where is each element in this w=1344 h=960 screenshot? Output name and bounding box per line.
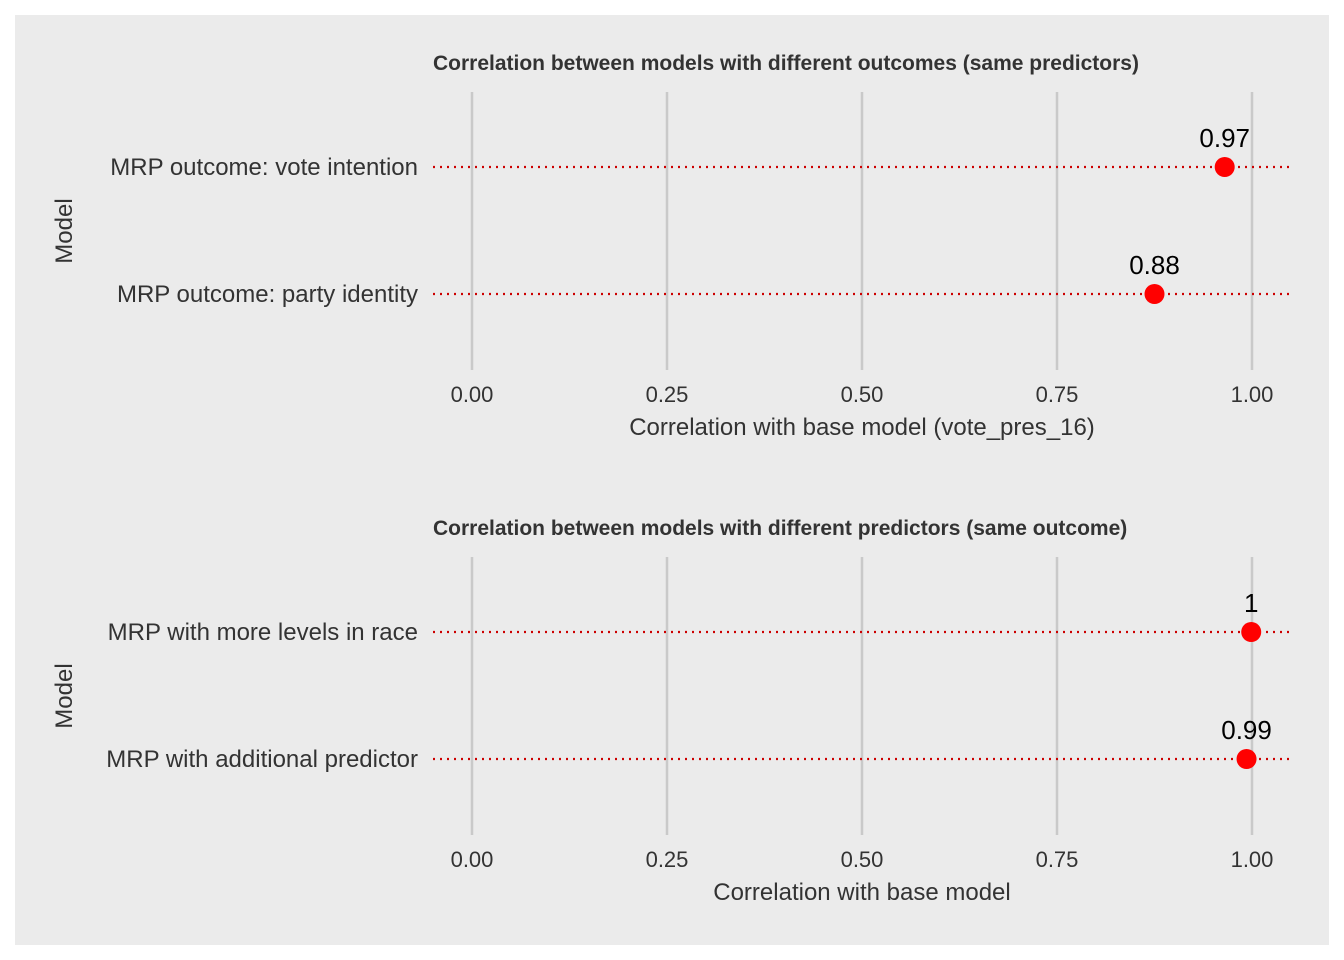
category-rows: MRP with more levels in race 1 MRP with ad… — [106, 588, 1291, 773]
x-tick-label: 0.25 — [646, 847, 689, 872]
data-point — [1236, 749, 1257, 769]
x-axis-label: Correlation with base model — [713, 879, 1010, 906]
x-tick-label: 0.75 — [1036, 847, 1079, 872]
chart-title: Correlation between models with differen… — [433, 52, 1139, 75]
x-tick-label: 0.50 — [841, 382, 884, 407]
chart-title: Correlation between models with differen… — [433, 517, 1127, 540]
category-label: MRP outcome: party identity — [117, 281, 418, 308]
x-tick-label: 0.00 — [451, 847, 494, 872]
chart-svg: Correlation between models with differen… — [51, 52, 1291, 906]
y-axis-label: Model — [51, 663, 78, 728]
category-label: MRP with additional predictor — [106, 746, 418, 773]
category-rows: MRP outcome: vote intention 0.97 MRP outco… — [110, 123, 1291, 308]
category-label: MRP outcome: vote intention — [110, 154, 418, 181]
grid-lines — [470, 92, 1254, 370]
x-tick-labels: 0.00 0.25 0.50 0.75 1.00 — [451, 847, 1274, 872]
x-tick-label: 0.25 — [646, 382, 689, 407]
data-value-label: 0.97 — [1199, 123, 1250, 153]
data-point — [1144, 284, 1165, 304]
data-point — [1214, 157, 1235, 177]
x-axis-label: Correlation with base model (vote_pres_1… — [629, 414, 1095, 441]
chart-panel-outcomes: Correlation between models with differen… — [51, 52, 1291, 441]
x-tick-label: 0.75 — [1036, 382, 1079, 407]
y-axis-label: Model — [51, 198, 78, 263]
x-tick-label: 1.00 — [1231, 847, 1274, 872]
grid-lines — [470, 557, 1254, 835]
data-value-label: 1 — [1244, 588, 1258, 618]
x-tick-label: 1.00 — [1231, 382, 1274, 407]
category-label: MRP with more levels in race — [108, 619, 418, 646]
data-point — [1241, 622, 1262, 642]
x-tick-label: 0.50 — [841, 847, 884, 872]
data-value-label: 0.88 — [1129, 250, 1180, 280]
chart-panel-predictors: Correlation between models with differen… — [51, 517, 1291, 906]
data-value-label: 0.99 — [1221, 715, 1272, 745]
x-tick-labels: 0.00 0.25 0.50 0.75 1.00 — [451, 382, 1274, 407]
figure-background: Correlation between models with differen… — [15, 15, 1329, 945]
x-tick-label: 0.00 — [451, 382, 494, 407]
